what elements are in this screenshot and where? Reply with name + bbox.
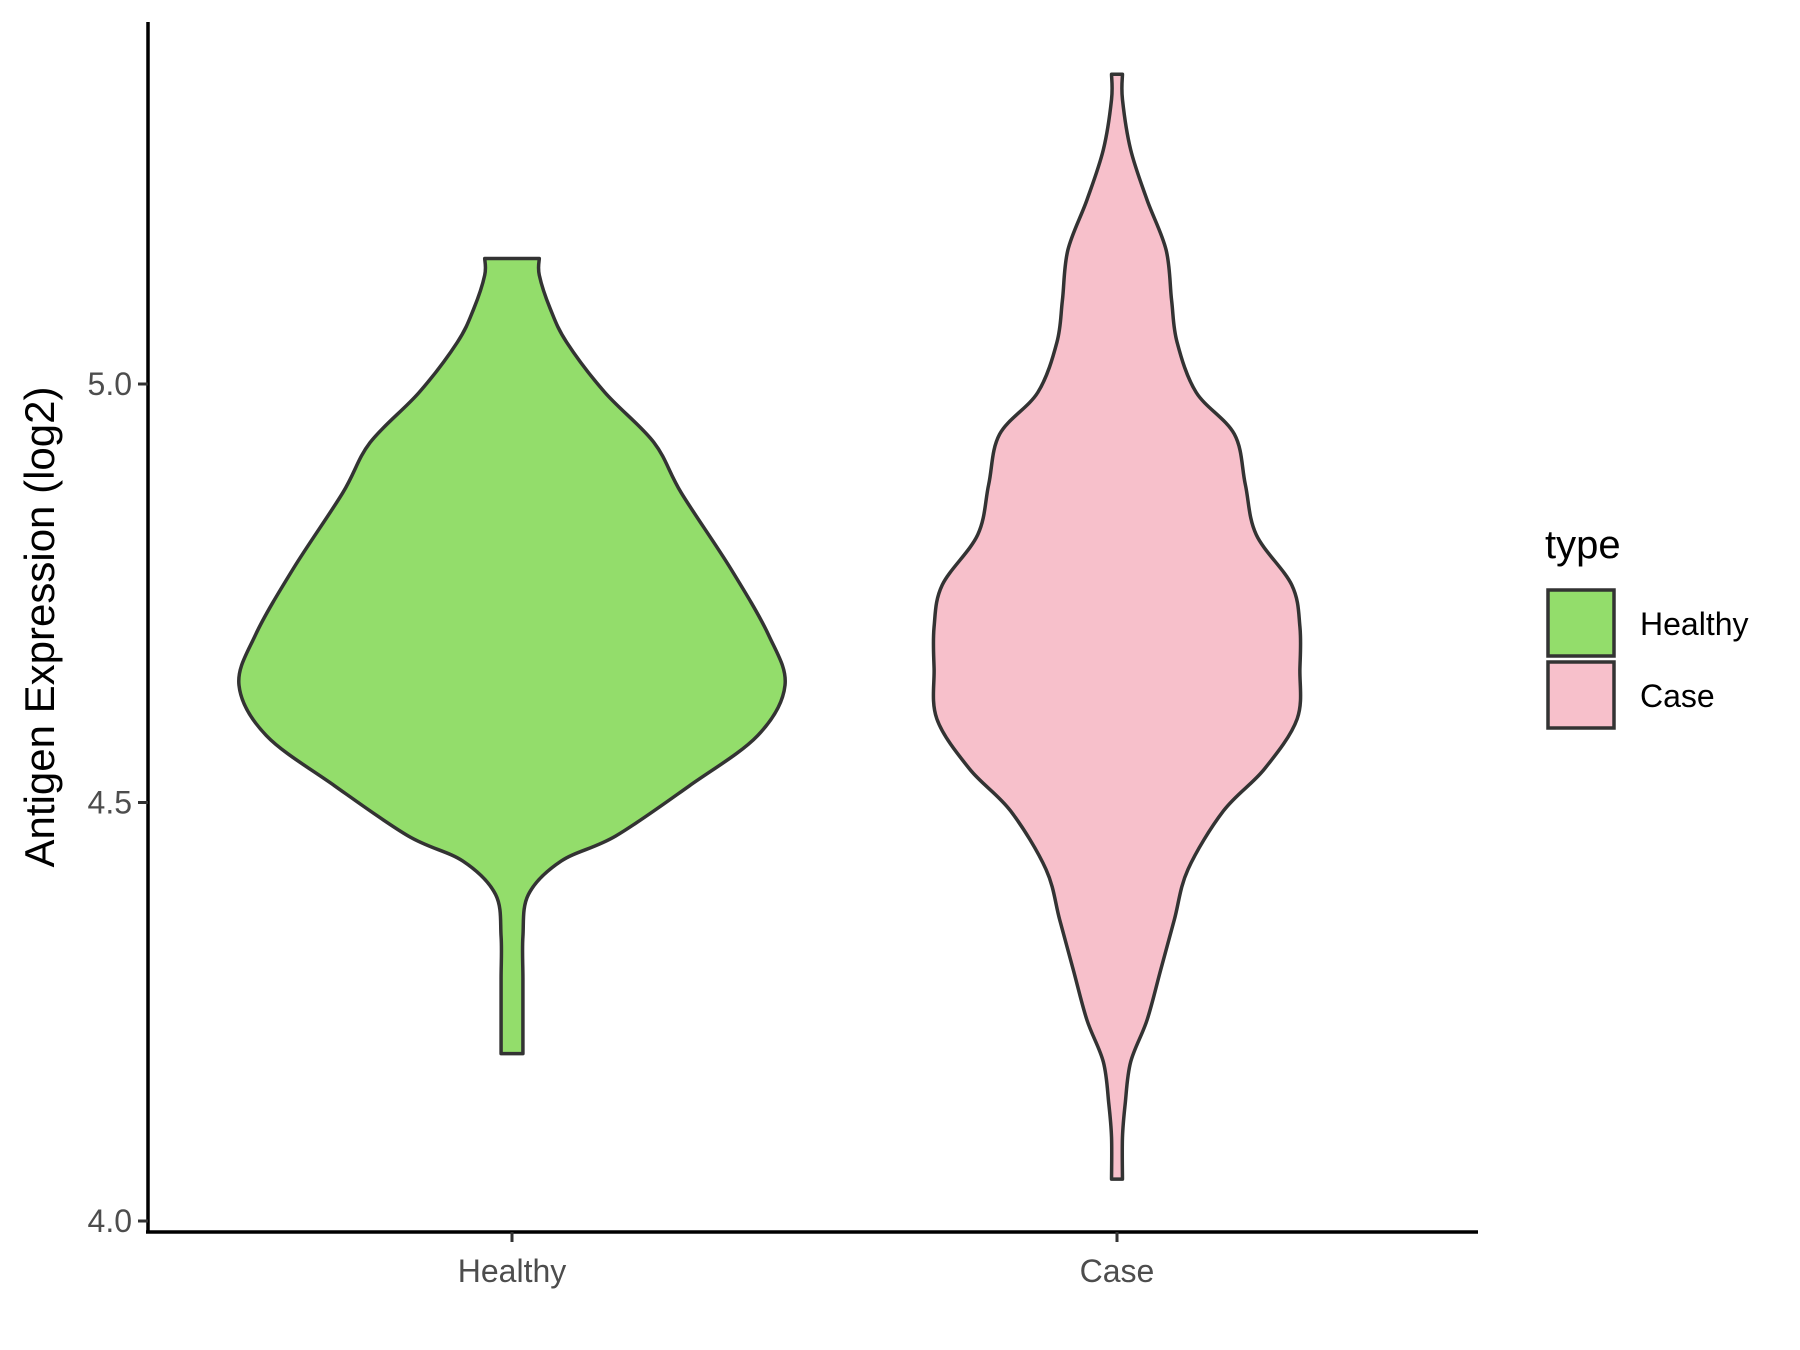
legend: type Healthy Case	[1545, 523, 1749, 730]
axes: 4.0 4.5 5.0 Healthy Case Antigen Expression (…	[16, 22, 1478, 1289]
legend-label-healthy: Healthy	[1640, 606, 1749, 642]
x-tick-label: Healthy	[458, 1253, 567, 1289]
y-tick-label: 5.0	[88, 366, 132, 402]
violins-layer	[237, 72, 1303, 1181]
y-tick-label: 4.0	[88, 1203, 132, 1239]
legend-title: type	[1545, 523, 1621, 567]
legend-swatch-healthy	[1546, 588, 1616, 658]
legend-swatch-case	[1546, 660, 1616, 730]
y-axis-title: Antigen Expression (log2)	[16, 387, 63, 868]
violin-healthy	[237, 256, 787, 1056]
violin-case	[931, 72, 1303, 1181]
x-tick-label: Case	[1080, 1253, 1155, 1289]
legend-label-case: Case	[1640, 678, 1715, 714]
y-tick-label: 4.5	[88, 785, 132, 821]
